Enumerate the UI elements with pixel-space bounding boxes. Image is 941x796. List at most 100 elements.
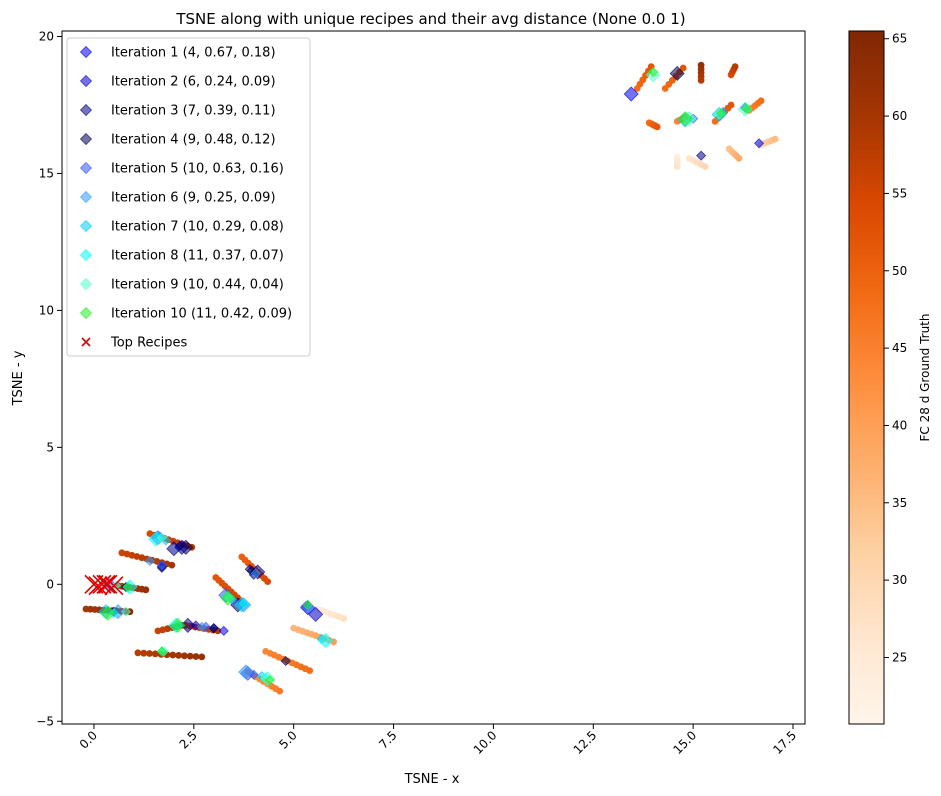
iteration-marker xyxy=(264,675,275,686)
iteration-marker xyxy=(170,617,186,633)
x-axis: 0.0 2.5 5.0 7.5 10.0 12.5 15.0 17.5 xyxy=(77,724,799,757)
top-recipe-marker xyxy=(92,574,112,594)
colorbar-tick-label: 40 xyxy=(892,418,907,432)
legend-entry: Iteration 6 (9, 0.25, 0.09) xyxy=(111,191,276,206)
background-point xyxy=(653,123,661,131)
background-point xyxy=(181,652,188,660)
y-tick-label: −5 xyxy=(36,714,54,728)
colorbar: 25 30 35 40 45 50 55 60 65 FC 28 d Ground Truth xyxy=(848,30,932,725)
colorbar-tick-label: 45 xyxy=(892,341,907,355)
colorbar-tick-label: 25 xyxy=(892,650,907,664)
legend-entry: Top Recipes xyxy=(110,336,188,351)
x-tick-label: 12.5 xyxy=(571,728,600,757)
top-recipe-marker xyxy=(96,574,116,594)
y-tick-label: 5 xyxy=(46,440,54,454)
background-point xyxy=(134,649,142,657)
x-tick-label: 0.0 xyxy=(77,728,100,751)
background-point xyxy=(146,650,153,657)
background-point xyxy=(727,101,735,109)
top-recipe-marker xyxy=(104,576,124,596)
background-point xyxy=(142,586,150,594)
colorbar-tick-label: 55 xyxy=(892,186,907,200)
iteration-marker xyxy=(753,138,765,149)
iteration-marker xyxy=(178,539,194,555)
iteration-marker xyxy=(677,111,693,127)
legend-entry: Iteration 3 (7, 0.39, 0.11) xyxy=(111,104,276,119)
iteration-marker xyxy=(742,103,753,115)
legend-entry: Iteration 8 (11, 0.37, 0.07) xyxy=(111,249,284,264)
iteration-marker xyxy=(156,560,167,571)
iteration-marker xyxy=(220,590,236,606)
colorbar-tick-label: 65 xyxy=(892,32,907,46)
background-point xyxy=(276,687,284,695)
iteration-marker xyxy=(120,606,131,617)
background-point xyxy=(140,649,148,657)
background-point xyxy=(673,163,681,171)
iteration-marker xyxy=(623,86,639,102)
y-tick-label: 10 xyxy=(39,303,54,317)
iteration-marker xyxy=(238,664,254,680)
background-point xyxy=(757,97,765,105)
iteration-marker xyxy=(156,532,167,543)
iteration-marker xyxy=(218,625,229,636)
legend-entry: Iteration 10 (11, 0.42, 0.09) xyxy=(111,307,292,322)
colorbar-tick-label: 35 xyxy=(892,496,907,510)
iteration-marker xyxy=(180,617,196,633)
background-point xyxy=(731,63,739,70)
iteration-marker xyxy=(696,150,707,161)
background-point xyxy=(264,578,272,585)
top-recipe-marker xyxy=(98,574,118,594)
legend-entry: Iteration 5 (10, 0.63, 0.16) xyxy=(111,162,284,177)
iteration-marker xyxy=(166,541,182,557)
x-tick-label: 2.5 xyxy=(177,728,200,751)
background-point xyxy=(192,653,200,660)
x-axis-label: TSNE - x xyxy=(404,772,460,787)
background-point xyxy=(168,561,176,569)
iteration-marker xyxy=(308,606,324,623)
background-point xyxy=(151,650,159,658)
y-tick-label: 0 xyxy=(46,577,54,591)
iteration-marker xyxy=(208,623,219,634)
background-point xyxy=(735,155,743,162)
legend-entry: Iteration 7 (10, 0.29, 0.08) xyxy=(111,220,284,235)
colorbar-tick-label: 50 xyxy=(892,264,907,278)
iteration-marker xyxy=(156,646,167,657)
legend-entry: Iteration 9 (10, 0.44, 0.04) xyxy=(111,278,284,293)
iteration-marker xyxy=(246,565,257,576)
background-point xyxy=(701,163,709,171)
colorbar-tick-label: 60 xyxy=(892,109,907,123)
legend-entry: Iteration 4 (9, 0.48, 0.12) xyxy=(111,133,276,148)
background-point xyxy=(175,652,183,659)
iteration-marker xyxy=(122,581,133,593)
legend: Iteration 1 (4, 0.67, 0.18) Iteration 2 (… xyxy=(66,37,311,357)
x-tick-label: 17.5 xyxy=(770,728,799,757)
background-point xyxy=(169,651,177,659)
background-point xyxy=(340,615,347,622)
iteration-marker xyxy=(144,555,155,567)
iteration-marker xyxy=(238,598,249,609)
colorbar-label: FC 28 d Ground Truth xyxy=(918,314,932,442)
background-point xyxy=(679,64,687,72)
background-point xyxy=(186,652,194,660)
iteration-marker xyxy=(250,568,261,579)
y-axis-label: TSNE - y xyxy=(11,350,26,406)
y-tick-label: 20 xyxy=(39,29,54,43)
iteration-marker xyxy=(318,632,334,649)
x-tick-label: 5.0 xyxy=(276,728,299,751)
iteration-markers xyxy=(84,65,765,687)
background-point xyxy=(198,653,206,661)
iteration-marker xyxy=(196,621,207,632)
legend-entry: Iteration 2 (6, 0.24, 0.09) xyxy=(111,75,276,90)
x-tick-label: 15.0 xyxy=(670,728,699,757)
background-point xyxy=(697,61,705,69)
legend-entry: Iteration 1 (4, 0.67, 0.18) xyxy=(111,46,276,61)
colorbar-tick-label: 30 xyxy=(892,573,907,587)
background-point xyxy=(306,667,314,674)
background-point xyxy=(771,135,779,143)
plot-frame xyxy=(61,30,806,725)
iteration-marker xyxy=(100,605,116,621)
x-tick-label: 7.5 xyxy=(376,728,399,751)
chart-title: TSNE along with unique recipes and their… xyxy=(175,10,685,28)
iteration-marker xyxy=(716,108,727,119)
iteration-marker xyxy=(302,599,313,610)
